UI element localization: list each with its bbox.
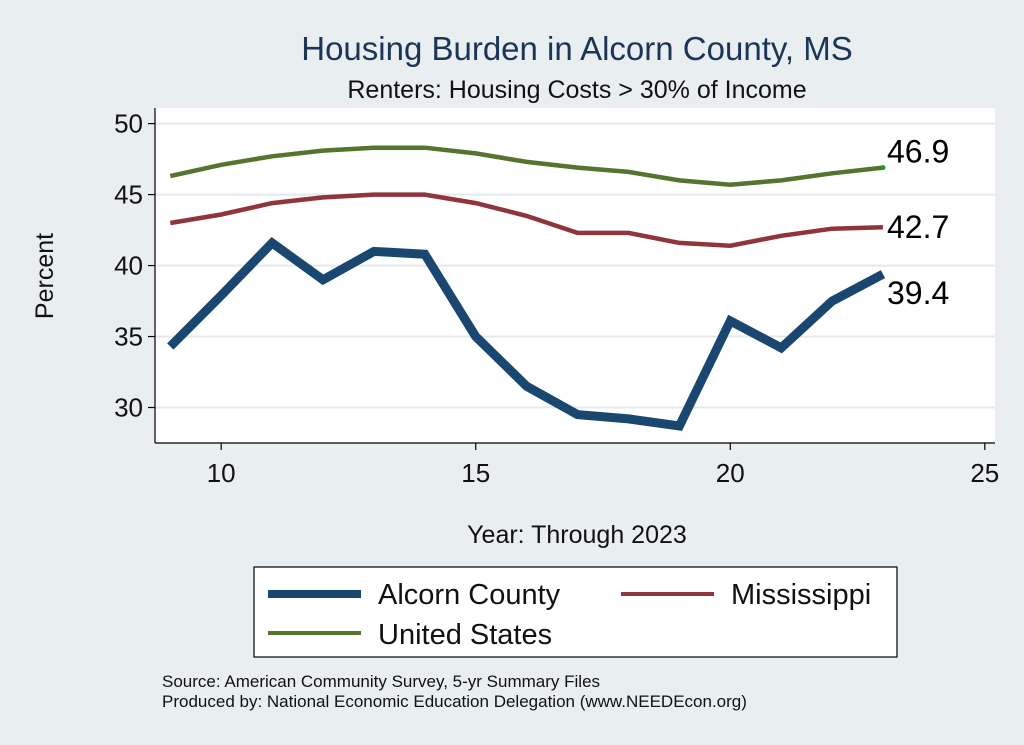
legend-label-alcorn: Alcorn County bbox=[378, 579, 561, 611]
series-line-alcorn bbox=[167, 236, 886, 431]
chart-subtitle: Renters: Housing Costs > 30% of Income bbox=[347, 76, 806, 104]
legend-label-mississippi: Mississippi bbox=[731, 579, 871, 611]
x-axis-ticks: 10 15 20 25 bbox=[207, 443, 999, 488]
legend-box bbox=[253, 566, 898, 658]
end-label-alcorn: 39.4 bbox=[887, 275, 949, 311]
y-tick-label-50: 50 bbox=[114, 109, 143, 139]
gridlines bbox=[155, 122, 995, 409]
y-tick-label-35: 35 bbox=[114, 322, 143, 352]
legend-label-us: United States bbox=[378, 619, 552, 651]
y-axis-ticks: 30 35 40 45 50 bbox=[114, 109, 155, 423]
source-note: Source: American Community Survey, 5-yr … bbox=[162, 672, 600, 691]
end-label-us: 46.9 bbox=[887, 134, 949, 170]
x-axis-label: Year: Through 2023 bbox=[467, 521, 687, 549]
end-label-mississippi: 42.7 bbox=[887, 209, 949, 245]
x-tick-label-15: 15 bbox=[461, 458, 490, 488]
y-tick-label-45: 45 bbox=[114, 180, 143, 210]
y-tick-label-40: 40 bbox=[114, 251, 143, 281]
end-labels: 46.9 42.7 39.4 bbox=[880, 134, 949, 311]
y-tick-label-30: 30 bbox=[114, 393, 143, 423]
x-tick-label-25: 25 bbox=[970, 458, 999, 488]
series-line-us bbox=[169, 145, 884, 187]
y-axis-label: Percent bbox=[31, 233, 59, 319]
chart-title: Housing Burden in Alcorn County, MS bbox=[301, 30, 853, 67]
plot-area bbox=[155, 108, 995, 443]
legend: Alcorn County Mississippi United States bbox=[253, 566, 898, 658]
end-marker-us bbox=[880, 165, 886, 171]
series-line-mississippi bbox=[169, 192, 884, 248]
producer-note: Produced by: National Economic Education… bbox=[162, 692, 747, 711]
x-tick-label-20: 20 bbox=[716, 458, 745, 488]
series-lines bbox=[167, 145, 886, 431]
x-tick-label-10: 10 bbox=[207, 458, 236, 488]
